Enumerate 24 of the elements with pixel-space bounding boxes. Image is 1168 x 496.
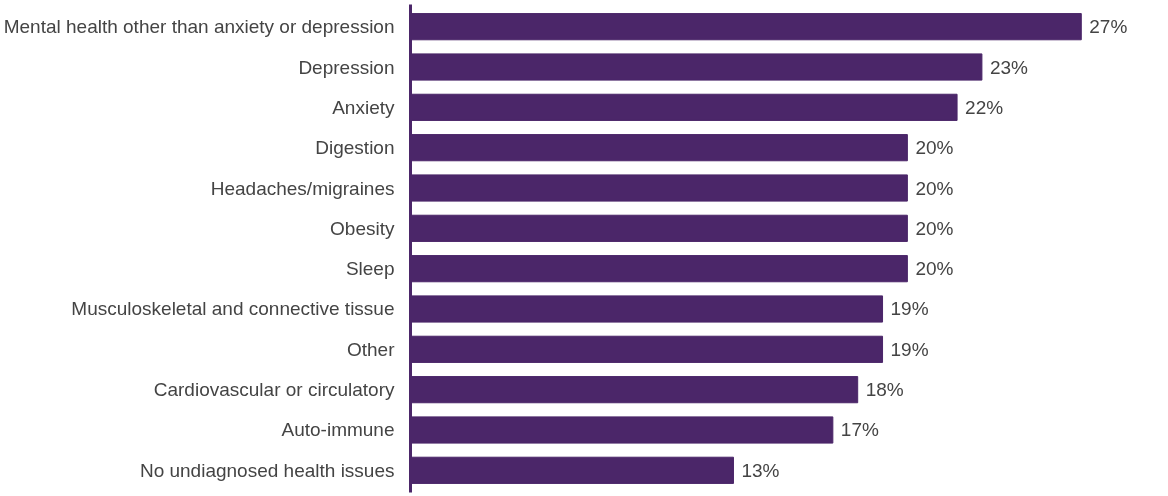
- data-label: 20%: [915, 137, 954, 159]
- data-label: 20%: [915, 258, 954, 280]
- y-tick-label: Mental health other than anxiety or depression: [3, 16, 395, 38]
- data-label: 19%: [890, 298, 929, 320]
- data-label: 20%: [915, 177, 954, 199]
- y-tick-label: Other: [346, 338, 396, 360]
- y-tick-label: Auto-immune: [281, 419, 395, 441]
- data-label: 17%: [840, 419, 879, 441]
- data-label: 18%: [865, 379, 904, 401]
- y-tick-label: Digestion: [315, 137, 395, 159]
- y-tick-label: No undiagnosed health issues: [139, 459, 395, 481]
- y-tick-label: Musculoskeletal and connective tissue: [71, 298, 395, 320]
- y-tick-label: Sleep: [345, 258, 395, 280]
- y-tick-label: Headaches/migraines: [210, 177, 395, 199]
- data-label: 19%: [890, 338, 929, 360]
- y-tick-label: Obesity: [330, 217, 395, 239]
- data-label: 23%: [989, 56, 1029, 78]
- data-label: 27%: [1089, 16, 1128, 38]
- data-label: 20%: [915, 217, 954, 239]
- data-label: 13%: [741, 459, 780, 481]
- data-label: 22%: [965, 96, 1004, 118]
- y-tick-label: Anxiety: [332, 96, 395, 118]
- y-tick-label: Depression: [298, 56, 395, 78]
- y-tick-label: Cardiovascular or circulatory: [153, 379, 395, 401]
